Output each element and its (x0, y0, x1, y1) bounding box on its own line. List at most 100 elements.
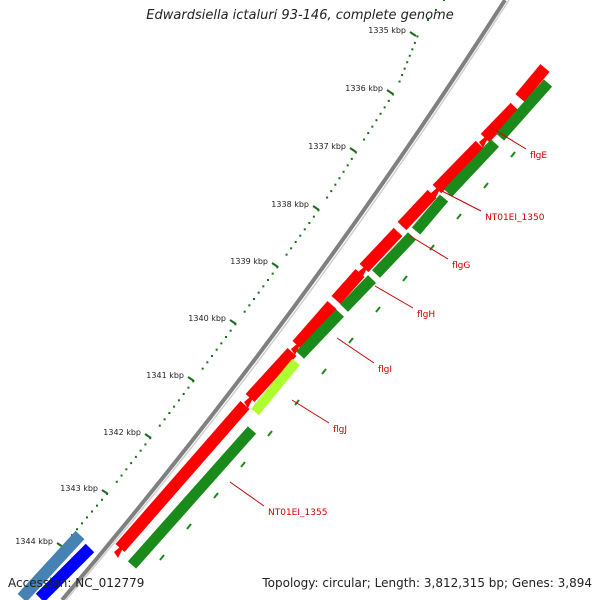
minor-tick (134, 455, 137, 458)
forward-gene-arrowhead (291, 339, 303, 355)
forward-gene-feature (245, 347, 297, 403)
kbp-tick-label: 1340 kbp (188, 314, 226, 323)
minor-tick (215, 348, 218, 351)
minor-tick (367, 132, 370, 135)
minor-tick (338, 177, 341, 180)
minor-tick (106, 492, 108, 495)
minor-tick (371, 125, 374, 128)
minor-tick (413, 41, 416, 44)
map-title: Edwardsiella ictaluri 93-146, complete g… (146, 8, 454, 23)
minor-tick (253, 298, 255, 300)
minor-tick (168, 412, 171, 414)
minor-tick (91, 510, 93, 513)
blue-gene-feature (35, 543, 95, 600)
minor-tick (342, 170, 345, 173)
minor-tick (406, 61, 409, 64)
minor-tick (120, 474, 123, 477)
minor-tick (354, 151, 357, 154)
forward-gene-feature (115, 401, 250, 552)
minor-tick (229, 329, 232, 332)
forward-gene-feature (359, 227, 403, 273)
minor-tick (101, 498, 103, 501)
minor-tick (158, 424, 161, 427)
minor-tick (276, 266, 279, 269)
minor-tick (149, 437, 152, 440)
minor-tick (201, 367, 204, 370)
minor-tick (211, 355, 213, 357)
minor-tick (139, 449, 142, 452)
reverse-tick (159, 554, 165, 561)
kbp-tick-label: 1337 kbp (308, 142, 346, 151)
feature-tracks (17, 64, 553, 600)
major-tick (349, 147, 357, 153)
reverse-tick (186, 523, 192, 530)
minor-tick (115, 480, 118, 483)
forward-gene-feature (331, 269, 365, 304)
minor-tick (234, 323, 237, 326)
minor-tick (225, 336, 227, 338)
forward-gene-feature (292, 301, 337, 349)
minor-tick (271, 272, 274, 275)
minor-tick (312, 215, 315, 218)
reverse-gene-feature (296, 309, 344, 359)
minor-tick (391, 93, 394, 96)
reverse-tick (456, 213, 462, 220)
gene-label: flgI (378, 365, 392, 375)
minor-tick (206, 361, 209, 364)
kbp-tick-label: 1342 kbp (103, 428, 141, 437)
gene-leader-line (336, 337, 375, 364)
minor-tick (177, 399, 180, 402)
minor-tick (81, 522, 83, 525)
reverse-tick (321, 368, 327, 375)
backbone-track (60, 0, 510, 600)
tick-track: 1335 kbp 1336 kbp 1337 kbp 1338 kbp 1339 kbp… (15, 0, 445, 548)
gene-label: flgJ (333, 425, 347, 435)
kbp-tick-label: 1338 kbp (271, 200, 309, 209)
reverse-gene-feature (495, 79, 553, 141)
minor-tick (435, 9, 437, 11)
kbp-tick-label: 1335 kbp (368, 26, 406, 35)
forward-gene-feature (397, 189, 437, 231)
backbone-highlight (65, 0, 510, 600)
minor-tick (411, 48, 414, 51)
minor-tick (401, 74, 404, 77)
gene-leader-line (439, 189, 482, 212)
reverse-tick (429, 244, 435, 251)
minor-tick (96, 504, 98, 507)
minor-tick (379, 112, 382, 115)
kbp-tick-label: 1341 kbp (146, 371, 184, 380)
label-layer: flgE NT01EI_1350 flgG flgH flgI flgJ NT01EI_13… (229, 126, 547, 518)
reverse-tick (240, 461, 246, 468)
forward-gene-feature (432, 140, 485, 194)
minor-tick (187, 386, 190, 389)
minor-tick (257, 291, 260, 294)
minor-tick (308, 222, 311, 224)
forward-gene-arrowhead (114, 542, 126, 558)
minor-tick (267, 279, 269, 281)
minor-tick (248, 304, 251, 307)
minor-tick (443, 0, 445, 1)
minor-tick (326, 196, 329, 199)
minor-tick (350, 157, 353, 160)
steel-gene-feature (17, 530, 85, 600)
gene-leader-line (489, 126, 527, 150)
minor-tick (403, 67, 406, 70)
reverse-gene-feature (127, 426, 257, 569)
genome-summary: Topology: circular; Length: 3,812,315 bp… (262, 576, 592, 590)
forward-gene-arrowhead (479, 132, 491, 148)
gene-label: flgH (417, 310, 435, 320)
minor-tick (416, 35, 419, 38)
reverse-tick (294, 399, 300, 406)
reverse-tick (375, 306, 381, 313)
minor-tick (427, 19, 429, 21)
minor-tick (163, 418, 166, 421)
kbp-tick-label: 1343 kbp (60, 484, 98, 493)
reverse-gene-feature (340, 275, 376, 312)
minor-tick (387, 99, 390, 102)
minor-tick (330, 190, 333, 193)
minor-tick (317, 209, 320, 212)
minor-tick (76, 528, 78, 531)
minor-tick (290, 247, 293, 250)
gene-leader-line (291, 399, 330, 424)
